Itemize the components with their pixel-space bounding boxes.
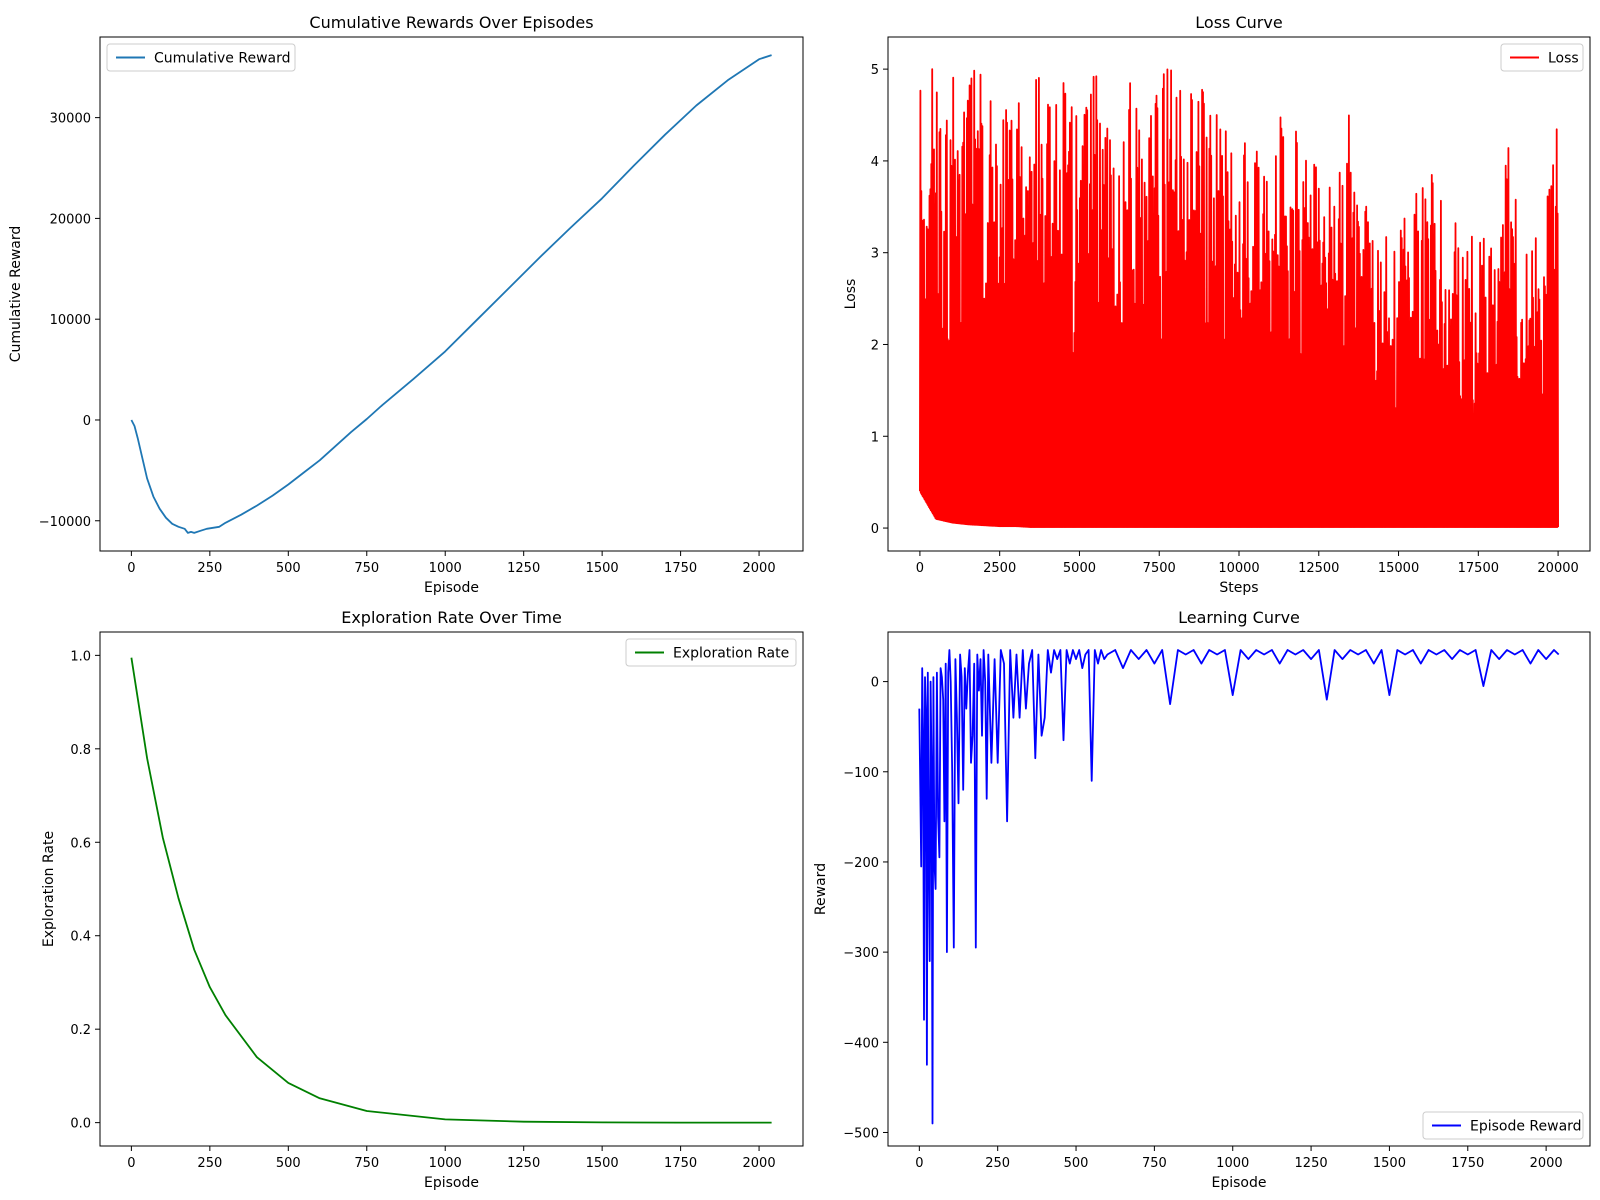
chart-title: Exploration Rate Over Time [341,608,562,627]
plot-frame [99,36,804,552]
legend-label: Cumulative Reward [154,51,291,67]
x-tick-label: 2000 [1530,1156,1563,1171]
y-tick-label: 0.2 [70,1023,91,1038]
y-tick-label: 0 [871,522,879,537]
x-axis-label: Steps [1219,580,1258,596]
x-tick-label: 1750 [1451,1156,1484,1171]
x-tick-label: 750 [354,1156,379,1171]
x-tick-label: 7500 [1143,561,1176,576]
x-tick-label: 15000 [1378,561,1419,576]
y-tick-label: 2 [871,338,879,353]
y-tick-label: 0 [871,676,879,691]
x-tick-label: 1000 [429,561,462,576]
x-tick-label: 750 [354,561,379,576]
legend: Episode Reward [1422,1111,1584,1140]
x-tick-label: 1750 [664,561,697,576]
x-axis-label: Episode [424,580,479,596]
y-tick-label: 4 [871,155,879,170]
legend-label: Exploration Rate [673,646,789,662]
y-tick-label: −10000 [39,515,91,530]
legend: Loss [1500,43,1584,72]
chart-title: Loss Curve [1195,13,1282,32]
y-tick-label: −300 [843,946,879,961]
x-tick-label: 20000 [1537,561,1578,576]
x-tick-label: 10000 [1218,561,1259,576]
y-axis-label: Exploration Rate [41,831,57,947]
x-tick-label: 250 [197,1156,222,1171]
chart-title: Cumulative Rewards Over Episodes [309,13,593,32]
y-tick-label: 5 [871,63,879,78]
plot-frame [99,631,804,1147]
y-tick-label: −200 [843,856,879,871]
x-tick-label: 1250 [507,1156,540,1171]
x-tick-label: 17500 [1458,561,1499,576]
x-tick-label: 1250 [507,561,540,576]
x-tick-label: 250 [197,561,222,576]
x-axis-label: Episode [424,1175,479,1191]
x-tick-label: 500 [1064,1156,1089,1171]
x-tick-label: 2000 [743,1156,776,1171]
x-tick-label: 500 [276,1156,301,1171]
legend-label: Episode Reward [1470,1119,1582,1135]
legend-box [1500,43,1584,72]
legend-box [625,638,797,667]
y-axis-label: Cumulative Reward [8,226,24,363]
y-tick-label: −100 [843,766,879,781]
chart-panel-3: Exploration Rate Over Time 0 250 500 750 1000… [41,608,804,1191]
series-line-0 [130,657,772,1124]
legend-box [1422,1111,1584,1140]
x-tick-label: 2000 [743,561,776,576]
chart-panel-1: Cumulative Rewards Over Episodes 0 250 500 7… [8,13,804,596]
y-tick-label: 20000 [50,212,91,227]
x-tick-label: 1500 [586,1156,619,1171]
y-tick-label: −500 [843,1126,879,1141]
chart-title: Learning Curve [1178,608,1300,627]
x-tick-label: 1000 [429,1156,462,1171]
x-tick-label: 250 [985,1156,1010,1171]
x-tick-label: 0 [127,1156,135,1171]
series-line-0 [918,649,1560,1125]
x-tick-label: 500 [276,561,301,576]
chart-panel-2: Loss Curve 0 2500 5000 7500 10000 12500 15000 17… [843,13,1591,596]
y-tick-label: 0.0 [70,1117,91,1132]
x-tick-label: 2500 [983,561,1016,576]
x-axis-label: Episode [1212,1175,1267,1191]
legend: Cumulative Reward [106,43,296,72]
y-tick-label: 1.0 [70,649,91,664]
x-tick-label: 0 [916,561,924,576]
y-tick-label: 0.8 [70,743,91,758]
chart-panel-4: Learning Curve 0 250 500 750 1000 1250 1500 1750… [813,608,1591,1191]
legend: Exploration Rate [625,638,797,667]
x-tick-label: 1250 [1295,1156,1328,1171]
x-tick-label: 12500 [1298,561,1339,576]
x-tick-label: 1500 [1373,1156,1406,1171]
y-tick-label: 30000 [50,112,91,127]
y-axis-label: Reward [813,863,829,915]
x-tick-label: 0 [915,1156,923,1171]
x-tick-label: 750 [1142,1156,1167,1171]
y-tick-label: 0.4 [70,930,91,945]
x-tick-label: 5000 [1063,561,1096,576]
y-tick-label: 10000 [50,313,91,328]
y-tick-label: 0 [83,414,91,429]
y-tick-label: −400 [843,1036,879,1051]
y-tick-label: 1 [871,430,879,445]
x-tick-label: 1750 [664,1156,697,1171]
plot-frame [887,631,1591,1147]
x-tick-label: 1000 [1216,1156,1249,1171]
x-tick-label: 1500 [586,561,619,576]
x-tick-label: 0 [127,561,135,576]
legend-label: Loss [1548,51,1579,67]
series-line-0 [130,54,772,534]
y-tick-label: 0.6 [70,836,91,851]
y-tick-label: 3 [871,247,879,262]
legend-box [106,43,296,72]
series-line-0 [919,68,1559,528]
y-axis-label: Loss [843,279,859,310]
